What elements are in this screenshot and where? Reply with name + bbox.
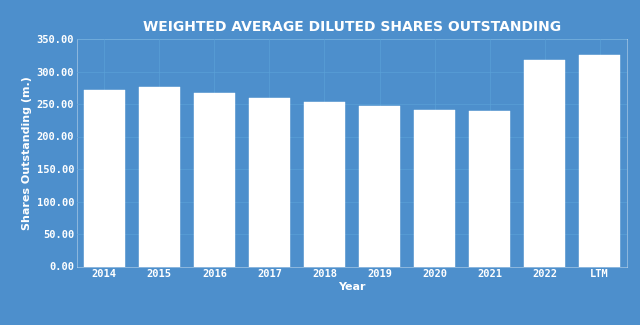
Title: WEIGHTED AVERAGE DILUTED SHARES OUTSTANDING: WEIGHTED AVERAGE DILUTED SHARES OUTSTAND…: [143, 20, 561, 34]
Bar: [249, 98, 290, 266]
Bar: [524, 60, 565, 266]
Y-axis label: Shares Outstanding (m.): Shares Outstanding (m.): [22, 76, 33, 230]
Bar: [579, 55, 620, 266]
Bar: [304, 102, 345, 266]
Bar: [139, 87, 180, 266]
Bar: [469, 111, 510, 266]
Bar: [194, 93, 235, 266]
Bar: [359, 106, 400, 266]
Bar: [414, 110, 455, 266]
Bar: [84, 90, 125, 266]
X-axis label: Year: Year: [339, 282, 365, 292]
